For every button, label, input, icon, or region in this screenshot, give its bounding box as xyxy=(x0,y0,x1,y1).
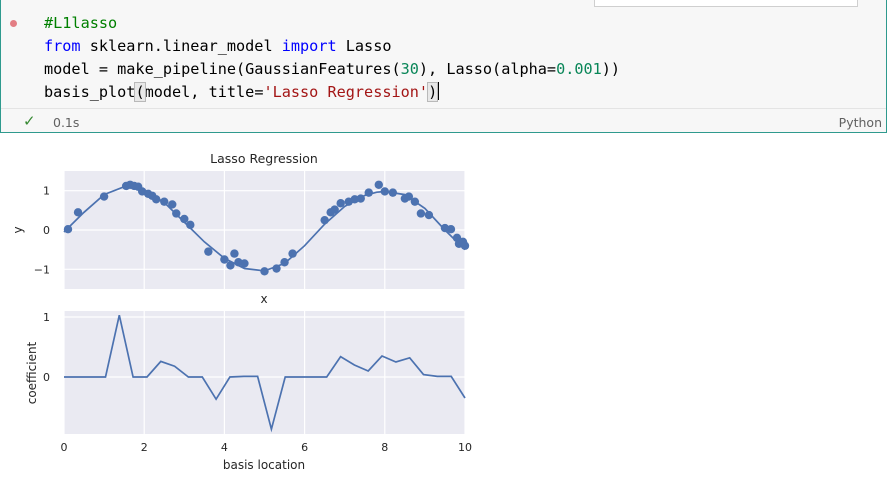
y-tick-label: 1 xyxy=(43,311,50,324)
class-name: Lasso xyxy=(336,37,392,55)
bottom-x-ticks: 0 2 4 6 8 10 xyxy=(61,441,473,454)
data-point xyxy=(260,267,269,276)
y-tick-label: 0 xyxy=(43,224,50,237)
bottom-y-label: coefficient xyxy=(25,341,39,404)
coefficient-line xyxy=(64,315,466,433)
data-point xyxy=(180,214,189,224)
bracket-match: ) xyxy=(427,82,439,102)
data-point xyxy=(220,255,229,264)
bottom-grid xyxy=(63,311,466,434)
data-point xyxy=(424,210,434,220)
find-widget-edge xyxy=(594,0,858,7)
code-line-3: model = make_pipeline(GaussianFeatures(3… xyxy=(44,58,620,81)
bottom-axes: 01 0 2 4 6 8 10 xyxy=(43,311,472,454)
x-tick-label: 6 xyxy=(301,441,308,454)
code-comment: #L1lasso xyxy=(44,14,118,32)
data-point xyxy=(356,194,365,203)
string-literal: 'Lasso Regression' xyxy=(263,83,429,101)
check-icon: ✓ xyxy=(23,112,36,130)
y-tick-label: −1 xyxy=(34,263,50,276)
data-point xyxy=(226,261,235,270)
x-tick-label: 4 xyxy=(221,441,228,454)
x-tick-label: 2 xyxy=(141,441,148,454)
bottom-plot-area xyxy=(64,311,465,434)
number-literal: 0.001 xyxy=(556,60,602,78)
data-point xyxy=(230,249,239,258)
x-tick-label: 0 xyxy=(61,441,68,454)
chart-title: Lasso Regression xyxy=(210,151,318,166)
data-point xyxy=(168,200,177,209)
data-point xyxy=(272,264,281,273)
bottom-x-label: basis location xyxy=(223,458,305,472)
top-x-label: x xyxy=(260,292,267,306)
keyword-import: import xyxy=(281,37,337,55)
data-point xyxy=(446,225,456,234)
data-point xyxy=(364,188,373,197)
data-point xyxy=(240,259,249,268)
top-y-ticks: −1 0 1 xyxy=(34,185,50,277)
data-point xyxy=(380,187,389,196)
code-text: ), Lasso(alpha= xyxy=(418,60,557,78)
code-text: model, title= xyxy=(144,83,264,101)
unsaved-dot-icon xyxy=(10,20,17,27)
keyword-from: from xyxy=(44,37,81,55)
data-points xyxy=(63,180,470,276)
data-point xyxy=(204,247,213,256)
code-editor[interactable]: #L1lasso from sklearn.linear_model import… xyxy=(44,12,620,104)
data-point xyxy=(152,195,161,204)
number-literal: 30 xyxy=(400,60,419,78)
data-point xyxy=(336,199,345,208)
x-tick-label: 10 xyxy=(458,441,472,454)
function-name: basis_plot xyxy=(44,83,136,101)
code-line-4: basis_plot(model, title='Lasso Regressio… xyxy=(44,81,620,104)
data-point xyxy=(63,225,73,234)
code-text: model = make_pipeline(GaussianFeatures( xyxy=(44,60,401,78)
data-point xyxy=(330,205,339,214)
data-point xyxy=(288,249,297,258)
data-point xyxy=(460,241,470,250)
code-cell[interactable]: #L1lasso from sklearn.linear_model import… xyxy=(0,0,887,133)
y-tick-label: 1 xyxy=(43,185,50,198)
x-tick-label: 8 xyxy=(381,441,388,454)
execution-time: 0.1s xyxy=(53,115,80,130)
data-point xyxy=(320,215,329,225)
top-grid xyxy=(63,171,466,289)
module-name: sklearn.linear_model xyxy=(80,37,282,55)
text-caret xyxy=(437,82,439,100)
data-point xyxy=(374,180,383,189)
data-point xyxy=(388,188,398,197)
data-point xyxy=(172,209,181,218)
code-text: )) xyxy=(601,60,621,78)
y-tick-label: 0 xyxy=(43,371,50,384)
figure-svg: Lasso Regression −101 x y 01 0 2 4 6 8 10 bas… xyxy=(11,151,472,472)
cell-language[interactable]: Python xyxy=(838,115,882,130)
data-point xyxy=(280,258,289,267)
data-point xyxy=(160,197,169,206)
top-axes: −1 0 1 xyxy=(34,171,470,289)
data-point xyxy=(186,220,195,230)
data-point xyxy=(99,192,109,201)
data-point xyxy=(73,208,83,217)
cell-status-bar: ✓ 0.1s Python xyxy=(1,108,886,132)
code-line-1: #L1lasso xyxy=(44,12,620,35)
bracket-match: ( xyxy=(134,82,146,102)
top-y-label: y xyxy=(11,226,25,233)
data-point xyxy=(404,192,414,201)
data-point xyxy=(416,209,426,218)
bottom-y-ticks: 01 xyxy=(43,311,50,384)
code-line-2: from sklearn.linear_model import Lasso xyxy=(44,35,620,58)
data-point xyxy=(410,197,420,206)
